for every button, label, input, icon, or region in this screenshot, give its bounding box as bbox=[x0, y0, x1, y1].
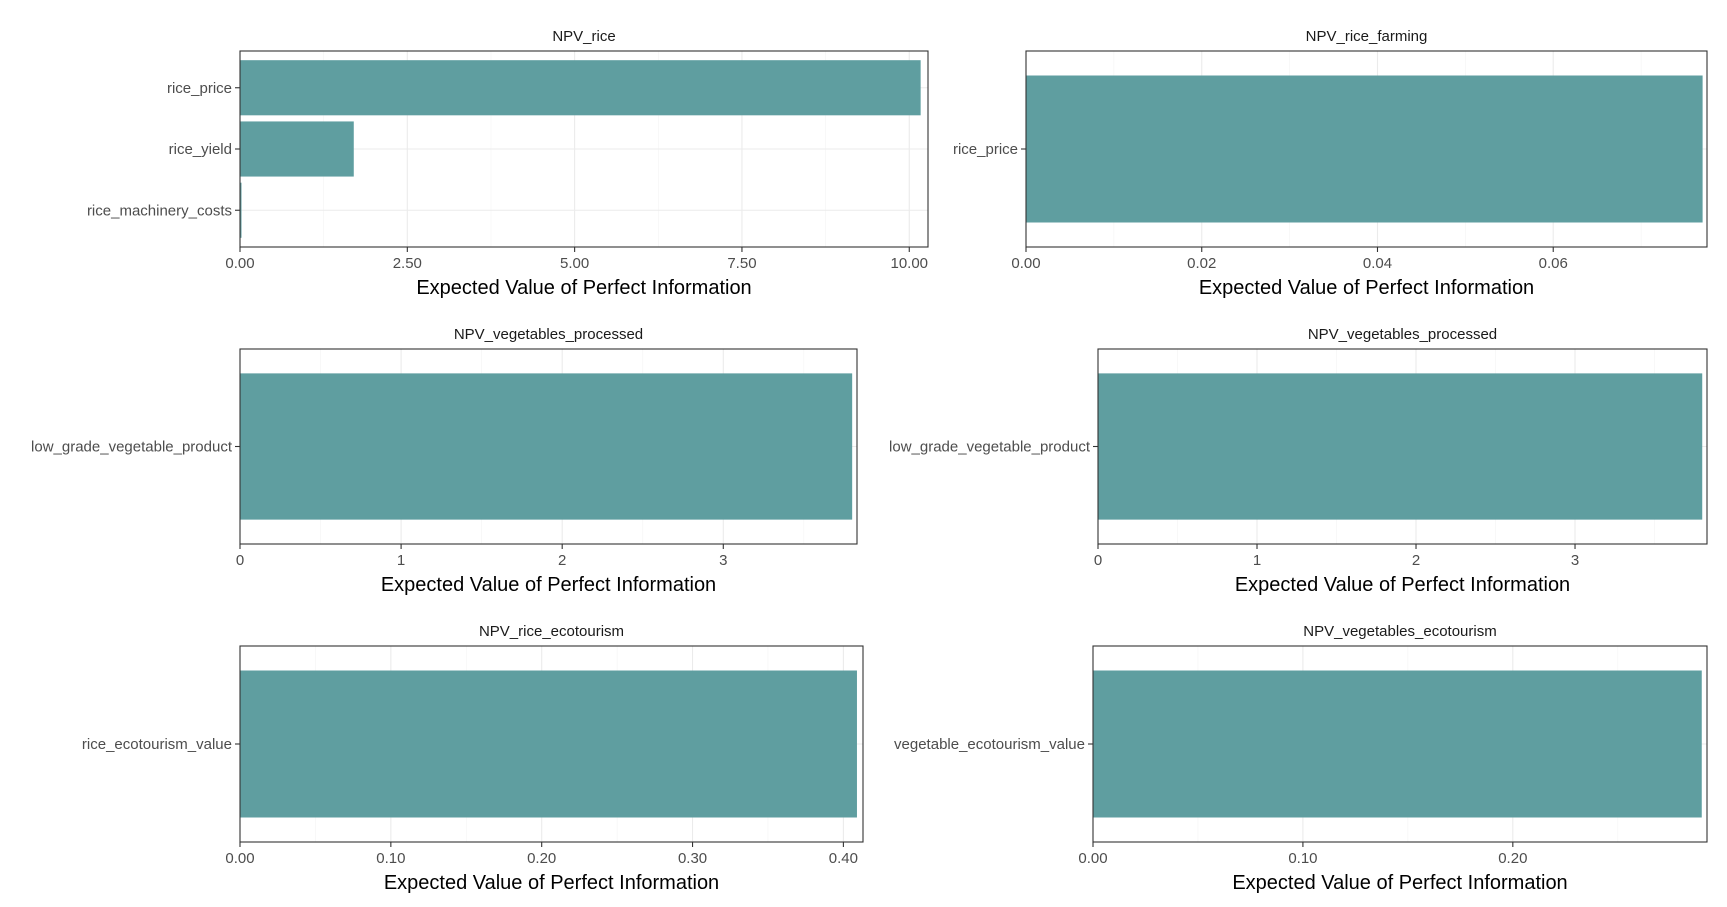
x-tick-label: 1 bbox=[397, 552, 405, 569]
x-axis-title: Expected Value of Perfect Information bbox=[1232, 872, 1567, 894]
facet-panel-6: NPV_vegetables_ecotourism vegetable_ecoto… bbox=[894, 623, 1708, 894]
y-tick-label: vegetable_ecotourism_value bbox=[894, 736, 1085, 753]
x-tick-label: 0 bbox=[236, 552, 244, 569]
x-tick-label: 0.02 bbox=[1187, 255, 1216, 272]
x-tick-label: 0.00 bbox=[225, 850, 254, 867]
x-tick-label: 0.00 bbox=[225, 255, 254, 272]
panel-title: NPV_rice_farming bbox=[1306, 28, 1428, 45]
x-tick-label: 0.30 bbox=[678, 850, 707, 867]
x-tick-label: 2 bbox=[1412, 552, 1420, 569]
x-axis-title: Expected Value of Perfect Information bbox=[384, 872, 719, 894]
x-tick-label: 7.50 bbox=[727, 255, 756, 272]
x-axis-title: Expected Value of Perfect Information bbox=[1199, 277, 1534, 299]
panel-title: NPV_rice_ecotourism bbox=[479, 623, 624, 640]
x-tick-label: 0.00 bbox=[1011, 255, 1040, 272]
y-tick-label: rice_ecotourism_value bbox=[82, 736, 232, 753]
bar-low-grade-vegetable-product bbox=[240, 373, 853, 520]
x-tick-label: 0.06 bbox=[1539, 255, 1568, 272]
y-tick-label: rice_price bbox=[953, 141, 1018, 158]
facet-panel-2: NPV_rice_farming rice_price 0.00 0.02 0.04 0.… bbox=[953, 28, 1708, 299]
x-tick-label: 1 bbox=[1253, 552, 1261, 569]
x-tick-label: 3 bbox=[1571, 552, 1579, 569]
x-tick-label: 0.04 bbox=[1363, 255, 1392, 272]
x-tick-label: 0.00 bbox=[1078, 850, 1107, 867]
y-tick-label: rice_price bbox=[167, 80, 232, 97]
facet-panel-1: NPV_rice rice_price rice_yield rice_machine… bbox=[87, 28, 929, 299]
x-axis-title: Expected Value of Perfect Information bbox=[381, 574, 716, 596]
panel-title: NPV_vegetables_processed bbox=[1308, 326, 1497, 343]
facet-panel-4: NPV_vegetables_processed low_grade_vegeta… bbox=[889, 326, 1708, 596]
bar-rice-yield bbox=[240, 121, 354, 177]
x-tick-label: 0.20 bbox=[1498, 850, 1527, 867]
bar-rice-ecotourism-value bbox=[240, 670, 857, 818]
bar-vegetable-ecotourism-value bbox=[1093, 670, 1702, 818]
panel-title: NPV_vegetables_ecotourism bbox=[1303, 623, 1496, 640]
x-tick-label: 0.20 bbox=[527, 850, 556, 867]
x-tick-label: 0.10 bbox=[1288, 850, 1317, 867]
bar-low-grade-vegetable-product bbox=[1098, 373, 1703, 520]
x-tick-label: 2.50 bbox=[393, 255, 422, 272]
x-tick-label: 5.00 bbox=[560, 255, 589, 272]
x-tick-label: 0.40 bbox=[829, 850, 858, 867]
y-tick-label: low_grade_vegetable_product bbox=[889, 439, 1091, 456]
x-tick-label: 3 bbox=[719, 552, 727, 569]
bar-rice-price bbox=[1026, 75, 1703, 223]
x-axis-title: Expected Value of Perfect Information bbox=[416, 277, 751, 299]
x-tick-label: 0 bbox=[1094, 552, 1102, 569]
x-axis-title: Expected Value of Perfect Information bbox=[1235, 574, 1570, 596]
x-tick-label: 10.00 bbox=[890, 255, 928, 272]
x-tick-label: 2 bbox=[558, 552, 566, 569]
y-tick-label: rice_yield bbox=[169, 141, 232, 158]
facet-panel-3: NPV_vegetables_processed low_grade_vegeta… bbox=[31, 326, 858, 596]
bar-rice-machinery-costs bbox=[240, 182, 242, 238]
bar-rice-price bbox=[240, 60, 921, 116]
y-tick-label: low_grade_vegetable_product bbox=[31, 439, 233, 456]
panel-title: NPV_rice bbox=[552, 28, 615, 45]
facet-panel-5: NPV_rice_ecotourism rice_ecotourism_value… bbox=[82, 623, 864, 894]
y-tick-label: rice_machinery_costs bbox=[87, 202, 232, 219]
x-tick-label: 0.10 bbox=[376, 850, 405, 867]
panel-title: NPV_vegetables_processed bbox=[454, 326, 643, 343]
